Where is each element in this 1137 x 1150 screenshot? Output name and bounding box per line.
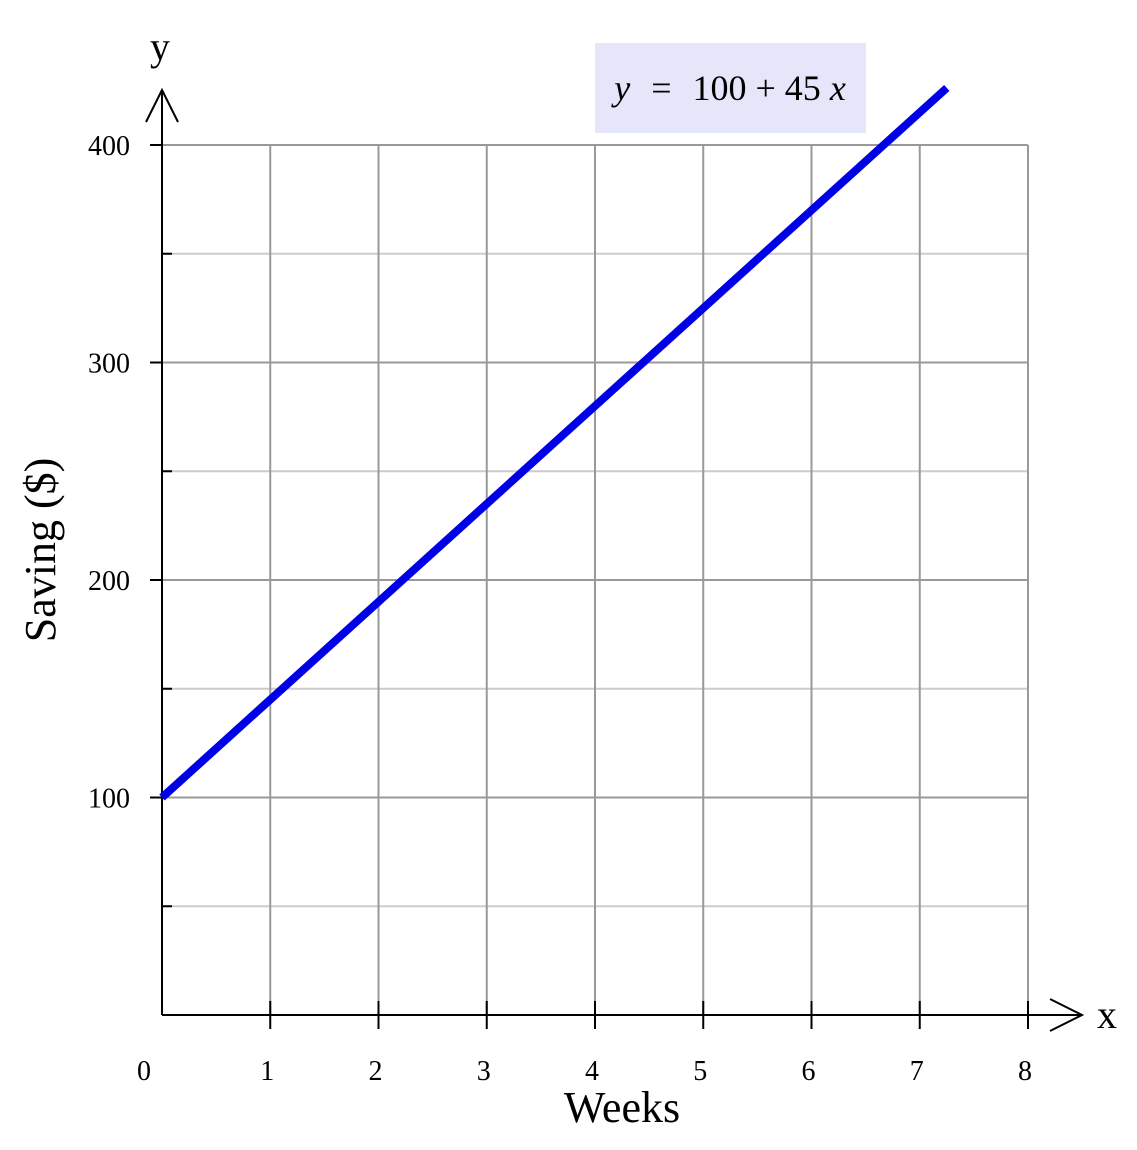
grid <box>162 144 1029 1015</box>
x-axis-arrow <box>1049 998 1085 1032</box>
equation-label: y = 100 + 45 x <box>611 68 846 108</box>
ticks: 100 200 300 400 0 1 2 3 4 5 6 7 8 <box>88 131 1032 1087</box>
series-line <box>159 84 950 801</box>
x-tick-label: 2 <box>369 1056 383 1087</box>
equation-box-background <box>595 43 866 133</box>
x-tick-label: 4 <box>585 1056 599 1087</box>
x-axis-name: x <box>1097 992 1117 1037</box>
y-tick-label: 200 <box>88 566 130 597</box>
y-tick-label: 300 <box>88 349 130 380</box>
y-axis-arrow <box>145 87 179 123</box>
x-tick-label: 1 <box>260 1056 274 1087</box>
equation-constant: 100 + 45 <box>693 68 821 108</box>
equation-box: y = 100 + 45 x <box>595 43 866 133</box>
y-tick-label: 100 <box>88 784 130 815</box>
x-tick-label: 3 <box>477 1056 491 1087</box>
x-tick-label: 5 <box>693 1056 707 1087</box>
x-axis-label: Weeks <box>564 1083 680 1132</box>
x-tick-label: 0 <box>137 1056 151 1087</box>
y-axis-label: Saving ($) <box>16 458 65 643</box>
y-tick-label: 400 <box>88 131 130 162</box>
equation-var: x <box>829 68 846 108</box>
equation-equals: = <box>651 68 671 108</box>
x-tick-label: 8 <box>1018 1056 1032 1087</box>
x-tick-label: 7 <box>910 1056 924 1087</box>
equation-lhs: y <box>611 68 630 108</box>
series <box>159 84 950 801</box>
y-axis-name: y <box>150 24 170 69</box>
axes <box>145 87 1085 1032</box>
x-tick-label: 6 <box>802 1056 816 1087</box>
